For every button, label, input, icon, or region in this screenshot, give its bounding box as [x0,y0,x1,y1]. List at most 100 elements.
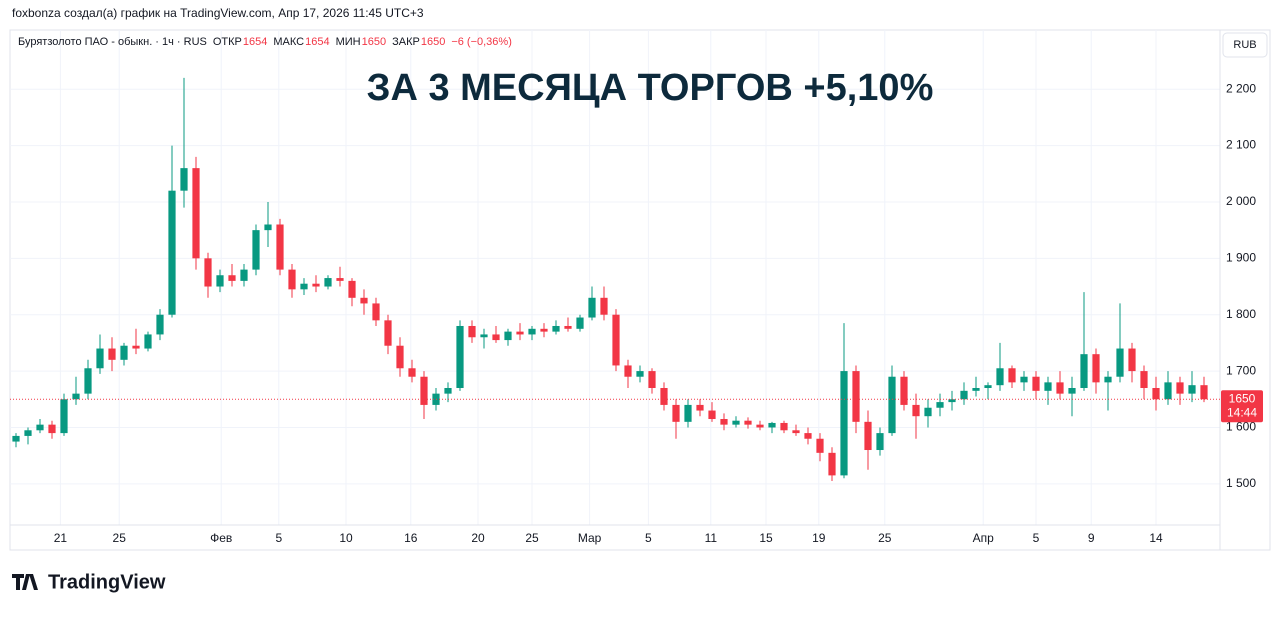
candle-body [984,385,992,389]
legend-high-label: МАКС [273,36,304,48]
legend-low: 1650 [362,36,386,48]
candle-body [948,399,956,403]
last-price-time: 14:44 [1227,405,1257,419]
candle-body [372,303,380,321]
candle-body [156,314,164,335]
candle-body [528,328,536,335]
candle-body [1176,382,1184,394]
candle-body [48,424,56,434]
x-tick-label: 25 [113,531,127,545]
candle-body [324,278,332,287]
candle-body [1056,382,1064,394]
candle-body [696,404,704,411]
legend-low-label: МИН [336,36,361,48]
last-price-tag [1221,390,1263,423]
candle-body [396,345,404,369]
candle-body [360,297,368,304]
x-tick-label: 5 [275,531,282,545]
candle-body [588,297,596,318]
x-tick-label: 11 [705,531,718,545]
x-tick-label: 19 [812,531,826,545]
x-tick-label: 5 [645,531,652,545]
candle-body [888,376,896,434]
y-tick-label: 1 700 [1226,363,1256,377]
legend-open-label: ОТКР [213,36,242,48]
candle-body [972,388,980,391]
candle-body [600,297,608,315]
y-tick-label: 1 600 [1226,420,1256,434]
legend-change: −6 (−0,36%) [451,36,512,48]
candle-body [1164,382,1172,400]
chart-title: ЗА 3 МЕСЯЦА ТОРГОВ +5,10% [367,67,934,109]
legend: Бурятзолото ПАО - обыкн. · 1ч · RUS ОТКР… [18,36,512,48]
x-tick-label: 20 [471,531,485,545]
candle-body [900,376,908,405]
x-tick-label: 21 [54,531,68,545]
candle-body [1140,371,1148,389]
candle-body [576,317,584,329]
candle-body [12,435,20,442]
candle-body [492,334,500,341]
chart-frame [9,29,1271,551]
legend-close-label: ЗАКР [392,36,420,48]
candle-body [612,314,620,366]
candle-body [876,433,884,451]
candle-body [144,334,152,349]
candle-body [996,368,1004,386]
candle-body [108,348,116,360]
candle-body [1020,376,1028,383]
candle-body [504,331,512,341]
candle-body [828,452,836,476]
candle-body [684,404,692,422]
logo-icon [12,574,38,590]
last-price-value: 1650 [1229,391,1256,405]
candle-body [912,404,920,417]
candle-body [936,402,944,408]
x-tick-label: 9 [1088,531,1095,545]
candle-body [96,348,104,369]
x-tick-label: 5 [1033,531,1040,545]
candle-body [204,258,212,287]
candle-body [420,376,428,405]
x-tick-label: 14 [1149,531,1163,545]
candle-body [1032,376,1040,391]
candle-body [300,283,308,290]
candle-body [1200,385,1208,400]
legend-high: 1654 [305,36,329,48]
candle-body [660,388,668,405]
logo-text: TradingView [48,571,166,593]
candle-body [120,345,128,360]
header: foxbonza создал(а) график на TradingView… [12,6,424,20]
candle-body [1188,385,1196,394]
candle-body [648,371,656,389]
currency[interactable]: RUB [1233,39,1256,51]
candle-body [384,320,392,346]
currency-button[interactable] [1222,32,1268,58]
candle-body [252,230,260,270]
candle-body [708,410,716,420]
candle-body [720,419,728,425]
candle-body [468,325,476,338]
candle-body [312,283,320,287]
candle-body [1128,348,1136,372]
x-tick-label: 15 [759,531,773,545]
candle-body [1008,368,1016,383]
x-tick-label: 10 [339,531,353,545]
y-tick-label: 2 100 [1226,138,1256,152]
y-tick-label: 1 500 [1226,476,1256,490]
candle-body [1080,354,1088,389]
candle-body [264,224,272,231]
candle-body [924,407,932,417]
candle-body [840,371,848,476]
x-tick-label: Фев [210,531,232,545]
logo: TradingView [12,571,166,593]
candle-body [1152,388,1160,400]
x-tick-label: 25 [878,531,892,545]
legend-open: 1654 [243,36,267,48]
candle-body [636,371,644,377]
candle-body [1068,388,1076,394]
x-tick-label: 16 [404,531,418,545]
candle-body [168,190,176,315]
candle-body [1116,348,1124,377]
